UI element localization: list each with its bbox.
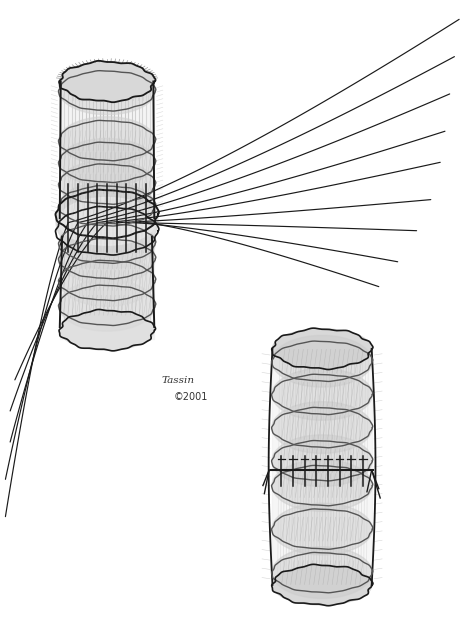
Polygon shape	[59, 280, 155, 331]
Polygon shape	[272, 435, 372, 487]
Polygon shape	[272, 369, 372, 421]
Polygon shape	[59, 255, 155, 307]
Polygon shape	[59, 138, 155, 186]
Text: Tassin: Tassin	[161, 376, 194, 385]
Polygon shape	[272, 460, 372, 511]
Polygon shape	[272, 335, 372, 387]
Polygon shape	[60, 62, 155, 102]
Polygon shape	[59, 182, 155, 230]
Polygon shape	[272, 402, 372, 454]
Polygon shape	[58, 197, 156, 245]
Polygon shape	[59, 67, 155, 115]
Polygon shape	[56, 186, 158, 257]
Polygon shape	[59, 217, 155, 269]
Polygon shape	[60, 310, 155, 350]
Polygon shape	[59, 233, 155, 285]
Polygon shape	[59, 160, 155, 208]
Polygon shape	[272, 503, 372, 555]
Polygon shape	[59, 117, 155, 164]
Text: ©2001: ©2001	[173, 392, 208, 402]
Polygon shape	[273, 565, 372, 605]
Polygon shape	[272, 547, 372, 599]
Polygon shape	[273, 329, 372, 369]
